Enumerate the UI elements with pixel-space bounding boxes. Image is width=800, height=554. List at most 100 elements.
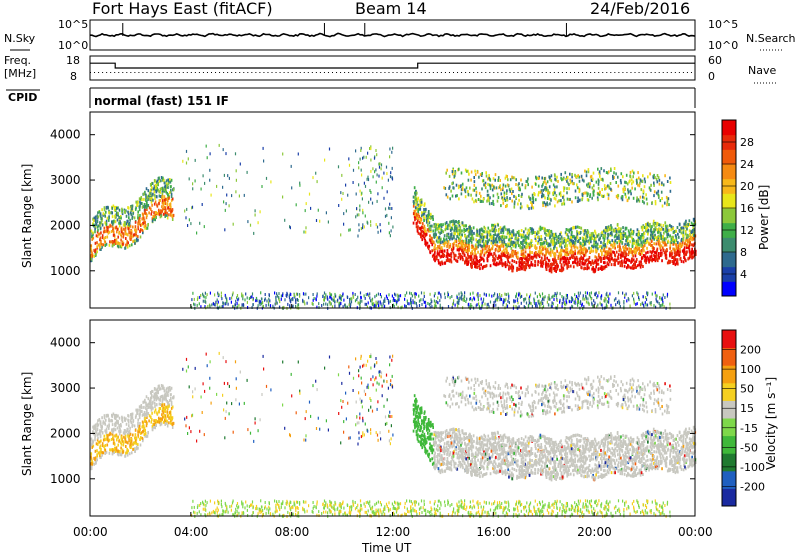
power-cell xyxy=(501,243,503,247)
power-cell xyxy=(124,223,126,227)
power-cell xyxy=(606,300,608,304)
power-cell xyxy=(414,197,417,201)
power-cell xyxy=(461,182,464,186)
power-cell xyxy=(542,204,544,207)
power-cell xyxy=(442,223,444,227)
power-cell xyxy=(630,192,632,196)
power-cell xyxy=(441,250,444,254)
power-cell xyxy=(514,250,517,253)
power-cell xyxy=(479,240,482,244)
power-cell xyxy=(643,177,646,181)
power-cell xyxy=(480,174,483,177)
power-cell xyxy=(274,302,276,306)
power-cell xyxy=(449,296,451,300)
power-cell xyxy=(297,152,299,156)
power-cell xyxy=(460,241,462,245)
power-cell xyxy=(576,183,578,187)
power-cell xyxy=(542,201,544,205)
power-cell xyxy=(534,231,536,234)
power-cell xyxy=(508,264,510,268)
power-cell xyxy=(574,241,577,245)
power-cell xyxy=(587,301,589,305)
power-cell xyxy=(607,252,609,256)
beam-title: Beam 14 xyxy=(355,0,427,18)
power-cell xyxy=(144,205,146,209)
power-cell xyxy=(513,304,515,308)
power-cell xyxy=(568,228,571,232)
power-cell xyxy=(356,213,358,217)
power-cell xyxy=(606,241,609,245)
power-cell xyxy=(460,235,462,239)
power-cell xyxy=(492,254,494,258)
power-cell xyxy=(624,256,627,259)
power-cell xyxy=(508,267,510,271)
power-cell xyxy=(106,229,109,233)
power-cell xyxy=(552,262,555,266)
power-cell xyxy=(450,233,453,237)
power-cell xyxy=(205,300,207,304)
power-cell xyxy=(482,179,485,183)
power-cell xyxy=(594,268,597,272)
power-cell xyxy=(359,157,361,161)
power-cell xyxy=(554,232,557,236)
power-cell xyxy=(597,186,600,190)
power-cell xyxy=(552,302,554,306)
power-cell xyxy=(422,226,425,230)
nave-dot xyxy=(396,72,398,73)
power-cell xyxy=(595,240,597,244)
power-cell xyxy=(528,207,530,211)
power-cell xyxy=(416,219,419,223)
power-cell xyxy=(641,179,644,183)
power-cell xyxy=(520,246,523,250)
power-cell xyxy=(605,226,607,230)
power-cell xyxy=(475,190,478,194)
power-cell xyxy=(103,206,106,210)
power-cell xyxy=(558,199,560,203)
power-cell xyxy=(150,192,152,196)
power-cell xyxy=(657,236,660,240)
power-cell xyxy=(108,218,110,222)
power-cell xyxy=(657,300,659,304)
power-cell xyxy=(650,254,653,258)
power-cell xyxy=(489,196,491,200)
power-cell xyxy=(635,259,638,263)
power-panel-bg xyxy=(90,112,695,308)
power-cell xyxy=(204,305,206,309)
power-cell xyxy=(105,223,108,226)
power-cell xyxy=(619,264,622,268)
power-cell xyxy=(475,238,478,242)
power-cell xyxy=(569,249,572,253)
power-cell xyxy=(288,294,290,298)
power-cell xyxy=(598,254,600,258)
power-cell xyxy=(640,303,642,307)
power-cell xyxy=(162,207,164,211)
power-cell xyxy=(535,232,538,236)
power-cell xyxy=(662,302,664,306)
power-cell xyxy=(544,196,546,200)
power-cell xyxy=(644,180,646,184)
power-cell xyxy=(222,148,224,152)
power-cell xyxy=(412,204,415,208)
power-cell xyxy=(654,257,657,261)
nave-dot xyxy=(408,72,410,73)
power-cell xyxy=(544,245,546,249)
power-cell xyxy=(385,165,388,169)
power-cell xyxy=(482,257,485,261)
power-cell xyxy=(570,245,573,249)
power-cell xyxy=(527,233,530,237)
power-cell xyxy=(163,201,166,205)
power-cell xyxy=(497,176,500,180)
nave-dot xyxy=(618,72,620,73)
power-cell xyxy=(507,178,509,182)
power-cell xyxy=(653,253,655,257)
power-cell xyxy=(511,252,513,256)
power-cell xyxy=(104,221,106,225)
power-cell xyxy=(323,296,326,300)
power-cell xyxy=(547,258,550,262)
power-cell xyxy=(497,196,500,199)
power-cell xyxy=(503,225,506,229)
nave-dot xyxy=(319,72,321,73)
power-cell xyxy=(582,229,585,233)
power-cell xyxy=(531,263,534,267)
power-cell xyxy=(539,225,542,229)
